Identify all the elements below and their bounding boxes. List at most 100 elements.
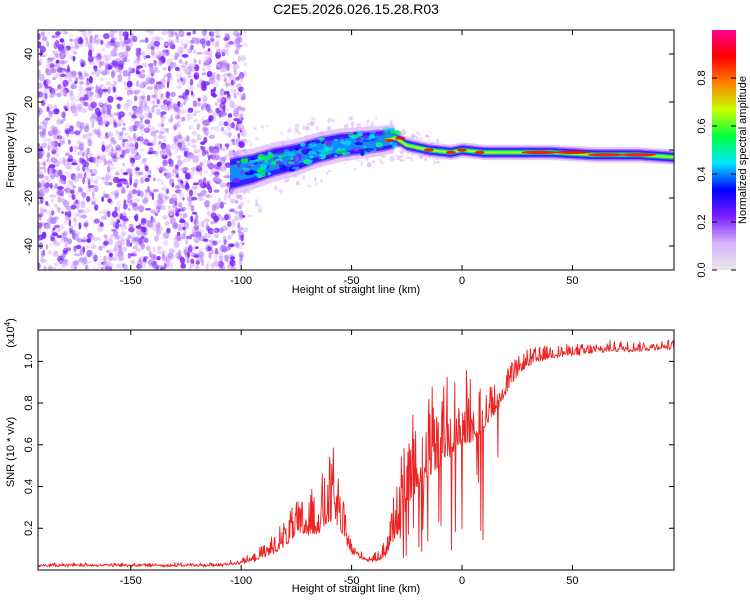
noise-speck	[126, 80, 133, 88]
snr-x-tick-label: 0	[459, 575, 465, 587]
noise-speck	[66, 238, 73, 245]
noise-speck	[86, 188, 89, 194]
noise-speck	[231, 218, 235, 225]
noise-speck	[94, 204, 99, 211]
noise-speck	[192, 189, 197, 196]
noise-speck	[106, 41, 112, 45]
noise-speck	[379, 161, 385, 165]
noise-speck	[58, 259, 63, 265]
noise-speck	[140, 236, 145, 240]
spectrogram-plot-area	[38, 30, 674, 270]
ridge-blob	[324, 147, 334, 152]
noise-speck	[110, 70, 116, 78]
noise-speck	[87, 260, 92, 264]
noise-speck	[200, 229, 205, 234]
noise-speck	[179, 147, 186, 151]
spectrogram-x-tick-label: 0	[459, 275, 465, 287]
noise-speck	[76, 163, 80, 169]
noise-speck	[232, 138, 235, 146]
noise-speck	[243, 70, 248, 77]
noise-speck	[80, 99, 85, 105]
noise-speck	[191, 245, 196, 250]
noise-speck	[89, 37, 93, 44]
noise-speck	[45, 244, 49, 250]
noise-speck	[235, 200, 239, 204]
spectrogram-x-label: Height of straight line (km)	[292, 284, 420, 296]
noise-speck	[237, 55, 241, 63]
noise-speck	[216, 63, 222, 67]
noise-speck	[133, 124, 139, 128]
noise-speck	[204, 200, 210, 208]
noise-speck	[44, 175, 49, 181]
noise-speck	[47, 130, 54, 137]
noise-speck	[189, 44, 194, 51]
noise-speck	[79, 81, 84, 85]
noise-speck	[135, 248, 141, 252]
ridge-peak	[587, 153, 624, 157]
noise-speck	[240, 117, 244, 121]
noise-speck	[218, 197, 221, 203]
noise-speck	[73, 221, 78, 228]
noise-speck	[201, 30, 207, 36]
noise-speck	[128, 172, 133, 177]
noise-speck	[48, 168, 52, 176]
noise-speck	[131, 159, 135, 168]
noise-speck	[102, 262, 108, 268]
noise-speck	[41, 231, 47, 239]
noise-speck	[212, 93, 217, 98]
noise-speck	[184, 43, 187, 49]
noise-speck	[73, 233, 80, 241]
noise-speck	[85, 80, 90, 87]
noise-speck	[50, 157, 58, 164]
noise-speck	[86, 133, 94, 136]
noise-speck	[194, 72, 200, 76]
spectrogram-y-tick-label: 20	[23, 96, 35, 108]
noise-speck	[50, 217, 57, 225]
noise-speck	[134, 178, 139, 186]
noise-speck	[67, 65, 70, 73]
noise-speck	[223, 165, 227, 173]
noise-speck	[123, 149, 130, 154]
noise-speck	[96, 227, 104, 232]
noise-speck	[199, 168, 203, 176]
noise-speck	[162, 67, 168, 71]
noise-speck	[101, 176, 105, 180]
snr-x-tick-label: -150	[120, 575, 142, 587]
noise-speck	[220, 265, 225, 270]
noise-speck	[45, 201, 49, 206]
noise-speck	[155, 83, 162, 90]
noise-speck	[213, 81, 220, 88]
noise-speck	[198, 196, 203, 202]
noise-speck	[42, 138, 50, 142]
noise-speck	[406, 155, 409, 161]
noise-speck	[162, 197, 167, 203]
snr-x-tick-label: -100	[230, 575, 252, 587]
noise-speck	[115, 57, 121, 62]
noise-speck	[181, 54, 189, 58]
noise-speck	[158, 146, 161, 150]
noise-speck	[192, 182, 200, 186]
snr-x-tick-label: -50	[344, 575, 360, 587]
noise-speck	[193, 219, 199, 225]
noise-speck	[96, 115, 103, 122]
noise-speck	[226, 171, 230, 175]
noise-speck	[216, 214, 221, 218]
noise-speck	[410, 133, 416, 140]
noise-speck	[108, 249, 115, 253]
noise-speck	[232, 104, 238, 109]
noise-speck	[168, 117, 174, 124]
noise-speck	[92, 128, 98, 135]
noise-speck	[81, 191, 87, 199]
noise-speck	[305, 125, 310, 131]
noise-speck	[348, 116, 354, 121]
noise-speck	[229, 259, 236, 267]
noise-speck	[144, 102, 148, 109]
noise-speck	[165, 144, 171, 151]
noise-speck	[71, 162, 78, 166]
noise-speck	[40, 100, 46, 107]
noise-speck	[128, 223, 134, 228]
noise-speck	[58, 178, 64, 182]
ridge-blob	[321, 151, 331, 156]
noise-speck	[174, 200, 178, 206]
noise-speck	[38, 227, 42, 234]
